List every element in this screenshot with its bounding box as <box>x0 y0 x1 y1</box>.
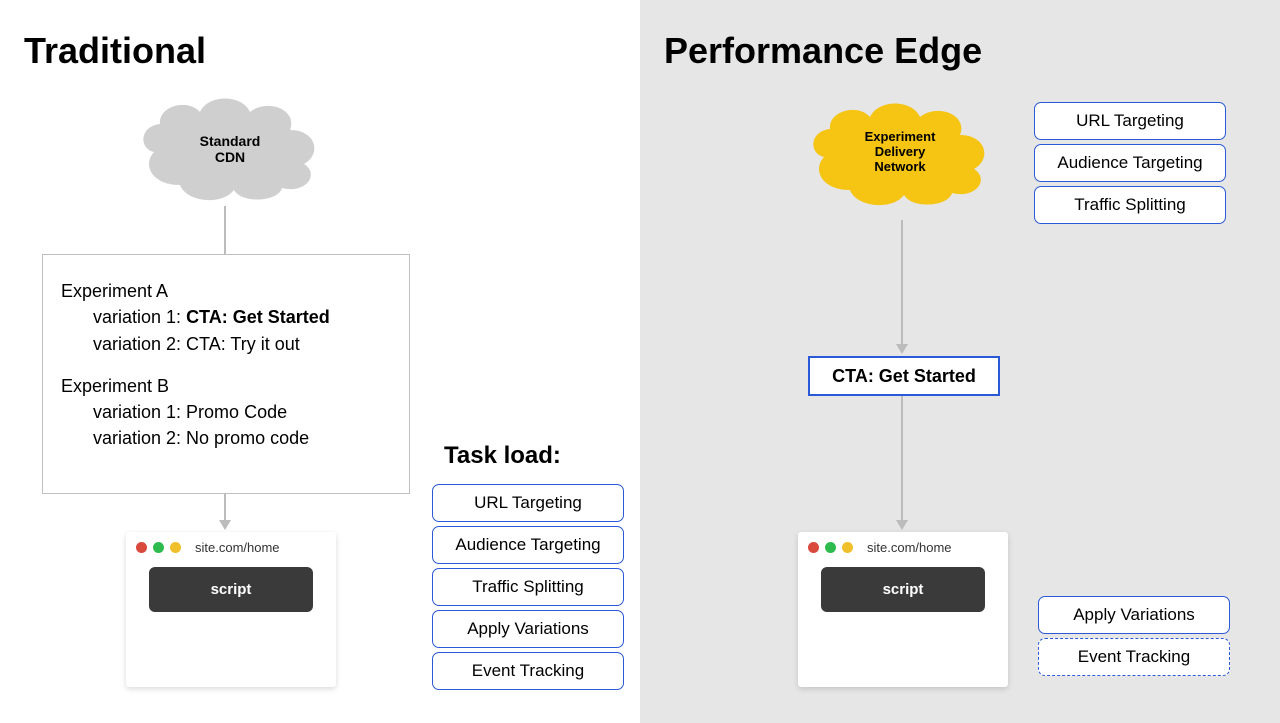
task-load-label: Task load: <box>444 442 561 470</box>
browser-titlebar: site.com/home <box>126 532 336 559</box>
task-pill: Audience Targeting <box>432 526 624 564</box>
standard-cdn-cloud: Standard CDN <box>130 90 330 210</box>
experiment-b-title: Experiment B <box>61 374 391 398</box>
task-pill: Traffic Splitting <box>1034 186 1226 224</box>
browser-url: site.com/home <box>195 540 280 555</box>
traffic-light-red-icon <box>808 542 819 553</box>
task-pill: Traffic Splitting <box>432 568 624 606</box>
browser-titlebar: site.com/home <box>798 532 1008 559</box>
experiment-a-title: Experiment A <box>61 279 391 303</box>
arrow-cta-to-browser <box>892 386 912 540</box>
experiment-delivery-network-cloud: Experiment Delivery Network <box>800 90 1000 220</box>
traffic-light-yellow-icon <box>842 542 853 553</box>
task-pill: Apply Variations <box>432 610 624 648</box>
traditional-panel: Traditional Standard CDN Experiment A va… <box>0 0 640 723</box>
browser-url: site.com/home <box>867 540 952 555</box>
experiment-b-v1: variation 1: Promo Code <box>93 400 391 424</box>
experiment-a-v1: variation 1: CTA: Get Started <box>93 305 391 329</box>
script-block: script <box>149 567 313 612</box>
task-pill: Event Tracking <box>432 652 624 690</box>
cloud-label: Experiment Delivery Network <box>865 129 936 174</box>
traffic-light-yellow-icon <box>170 542 181 553</box>
script-block: script <box>821 567 985 612</box>
task-pills-left: URL Targeting Audience Targeting Traffic S… <box>432 484 624 694</box>
task-pill: Event Tracking <box>1038 638 1230 676</box>
experiments-box: Experiment A variation 1: CTA: Get Start… <box>42 254 410 494</box>
traffic-light-red-icon <box>136 542 147 553</box>
experiment-a-v2: variation 2: CTA: Try it out <box>93 332 391 356</box>
performance-edge-title: Performance Edge <box>664 30 982 72</box>
performance-edge-panel: Performance Edge Experiment Delivery Net… <box>640 0 1280 723</box>
task-pill: Apply Variations <box>1038 596 1230 634</box>
edge-pills-top: URL Targeting Audience Targeting Traffic S… <box>1034 102 1226 228</box>
edge-pills-bottom: Apply Variations Event Tracking <box>1038 596 1230 680</box>
traditional-title: Traditional <box>24 30 206 72</box>
task-pill: URL Targeting <box>432 484 624 522</box>
task-pill: URL Targeting <box>1034 102 1226 140</box>
browser-window-left: site.com/home script <box>126 532 336 687</box>
cloud-label: Standard CDN <box>200 133 261 165</box>
traffic-light-green-icon <box>153 542 164 553</box>
browser-window-right: site.com/home script <box>798 532 1008 687</box>
traffic-light-green-icon <box>825 542 836 553</box>
task-pill: Audience Targeting <box>1034 144 1226 182</box>
experiment-b-v2: variation 2: No promo code <box>93 426 391 450</box>
arrow-cloud-to-cta <box>892 210 912 364</box>
